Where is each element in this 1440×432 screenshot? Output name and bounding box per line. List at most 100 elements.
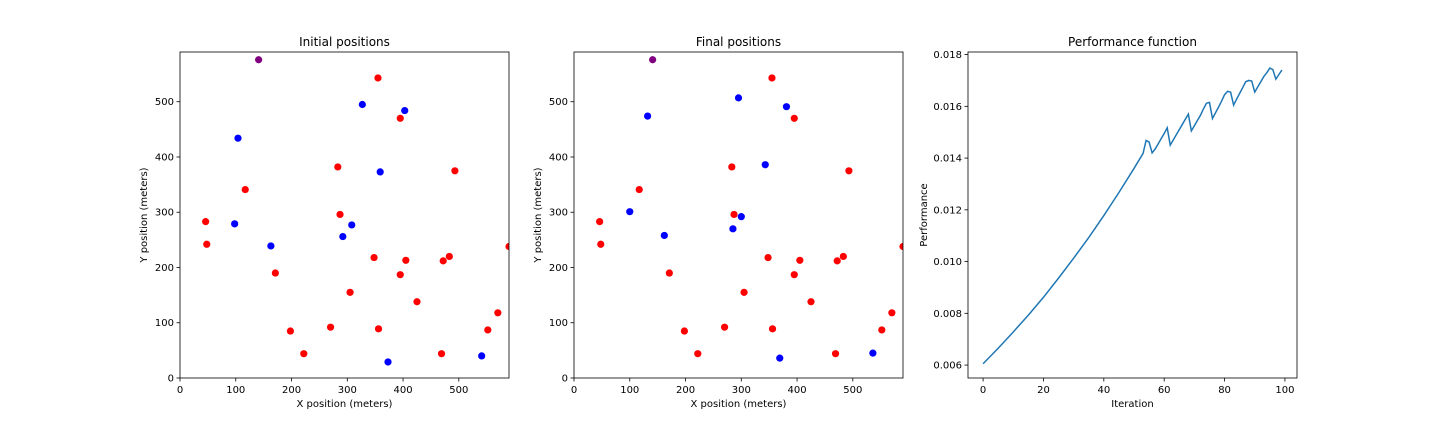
data-marks	[982, 67, 1283, 365]
x-axis-label: Iteration	[1111, 399, 1153, 410]
scatter-point-s1-2	[644, 112, 652, 120]
series-line-0	[982, 67, 1283, 365]
x-tick-label: 400	[394, 385, 413, 396]
scatter-point-s0-19	[374, 325, 383, 333]
y-tick-label: 0.006	[933, 361, 962, 372]
y-tick-label: 400	[549, 152, 568, 163]
x-tick-label: 100	[620, 385, 639, 396]
axes-frame	[179, 51, 510, 379]
scatter-point-s1-6	[348, 221, 356, 229]
scatter-point-s0-6	[203, 240, 211, 248]
scatter-point-s0-2	[451, 167, 459, 175]
scatter-point-s0-9	[764, 253, 772, 262]
y-tick-label: 0.014	[933, 154, 962, 165]
scatter-point-s1-6	[737, 213, 745, 221]
scatter-point-s1-3	[376, 168, 384, 176]
x-axis-label: X position (meters)	[691, 399, 787, 410]
x-tick-label: 100	[226, 385, 245, 396]
x-tick-label: 0	[177, 385, 183, 396]
x-tick-label: 0	[571, 385, 577, 396]
x-tick-label: 200	[676, 385, 695, 396]
chart-title: Initial positions	[299, 35, 390, 49]
scatter-point-s0-18	[326, 323, 335, 331]
y-tick-label: 100	[549, 318, 568, 329]
y-tick-label: 200	[549, 263, 568, 274]
y-tick-label: 0	[168, 374, 174, 385]
scatter-point-s0-11	[402, 256, 410, 264]
scatter-point-s0-3	[334, 163, 342, 171]
scatter-point-s0-20	[694, 350, 702, 358]
scatter-point-s0-8	[271, 269, 279, 277]
scatter-point-s0-10	[790, 271, 798, 279]
scatter-point-s0-15	[346, 288, 354, 296]
x-tick-label: 500	[843, 385, 862, 396]
data-marks	[596, 56, 903, 362]
y-axis-label: Performance	[919, 183, 930, 246]
x-tick-label: 80	[1218, 385, 1231, 396]
y-tick-label: 0.008	[933, 309, 962, 320]
scatter-point-s0-13	[445, 252, 453, 261]
scatter-point-s0-17	[286, 327, 295, 335]
y-tick-label: 0.018	[933, 50, 962, 61]
scatter-point-s0-4	[241, 185, 249, 194]
y-axis-label: Y position (meters)	[533, 167, 544, 263]
y-tick-label: 0.010	[933, 257, 962, 268]
scatter-point-s0-16	[807, 298, 815, 306]
chart-panel-1: 0 100 200 300 400 500 0 100 200 300 400 500 Initial …	[139, 35, 510, 410]
chart-title: Performance function	[1068, 35, 1197, 49]
y-axis-label: Y position (meters)	[139, 167, 150, 263]
scatter-point-s1-1	[782, 103, 791, 111]
scatter-point-s1-4	[626, 208, 634, 216]
scatter-point-s0-11	[796, 256, 804, 264]
scatter-point-s0-12	[833, 257, 841, 265]
scatter-point-s0-1	[396, 114, 404, 122]
chart-panel-2: 0 100 200 300 400 500 0 100 200 300 400 500 Final po…	[533, 35, 904, 410]
scatter-point-s1-4	[231, 220, 239, 228]
x-tick-label: 300	[338, 385, 357, 396]
scatter-point-s0-18	[720, 323, 729, 331]
scatter-point-s1-8	[776, 354, 784, 362]
y-tick-label: 100	[155, 318, 174, 329]
scatter-point-s0-14	[505, 242, 509, 251]
scatter-point-s0-22	[484, 326, 492, 334]
x-tick-label: 100	[1275, 385, 1294, 396]
scatter-point-s1-9	[869, 349, 877, 357]
axes-frame	[573, 51, 904, 379]
x-tick-label: 300	[732, 385, 751, 396]
scatter-point-s0-0	[374, 74, 382, 82]
scatter-point-s1-1	[401, 106, 409, 115]
scatter-point-s0-5	[202, 218, 210, 226]
plot-area	[968, 52, 1297, 378]
axes-frame	[967, 51, 1298, 379]
scatter-point-s0-19	[768, 325, 777, 333]
chart-panel-3: 0 20 40 60 80 100 0.006 0.008 0.010 0.012 0.014 0.0…	[919, 35, 1298, 410]
x-tick-label: 0	[980, 385, 986, 396]
x-tick-label: 40	[1097, 385, 1110, 396]
data-marks	[202, 56, 509, 366]
scatter-point-s1-5	[660, 231, 668, 240]
scatter-point-s1-2	[234, 134, 242, 142]
scatter-point-s0-0	[768, 74, 776, 82]
x-tick-label: 20	[1037, 385, 1050, 396]
y-tick-label: 200	[155, 263, 174, 274]
plot-area	[180, 52, 509, 378]
scatter-point-s1-7	[729, 225, 737, 233]
scatter-point-s0-20	[300, 350, 308, 358]
scatter-point-s0-7	[336, 210, 344, 219]
x-tick-label: 200	[282, 385, 301, 396]
scatter-point-s1-8	[384, 358, 392, 366]
scatter-point-s1-9	[478, 352, 486, 360]
scatter-point-s1-5	[267, 242, 275, 250]
scatter-point-s0-15	[740, 288, 748, 296]
scatter-point-s0-23	[888, 309, 896, 317]
scatter-point-s0-4	[635, 185, 643, 194]
chart-title: Final positions	[696, 35, 781, 49]
scatter-point-s0-2	[845, 167, 853, 175]
y-tick-label: 0	[562, 374, 568, 385]
scatter-point-s1-0	[734, 94, 743, 102]
y-tick-label: 300	[549, 208, 568, 219]
scatter-point-s0-14	[899, 242, 903, 251]
y-tick-label: 500	[549, 97, 568, 108]
scatter-point-s0-10	[396, 271, 404, 279]
